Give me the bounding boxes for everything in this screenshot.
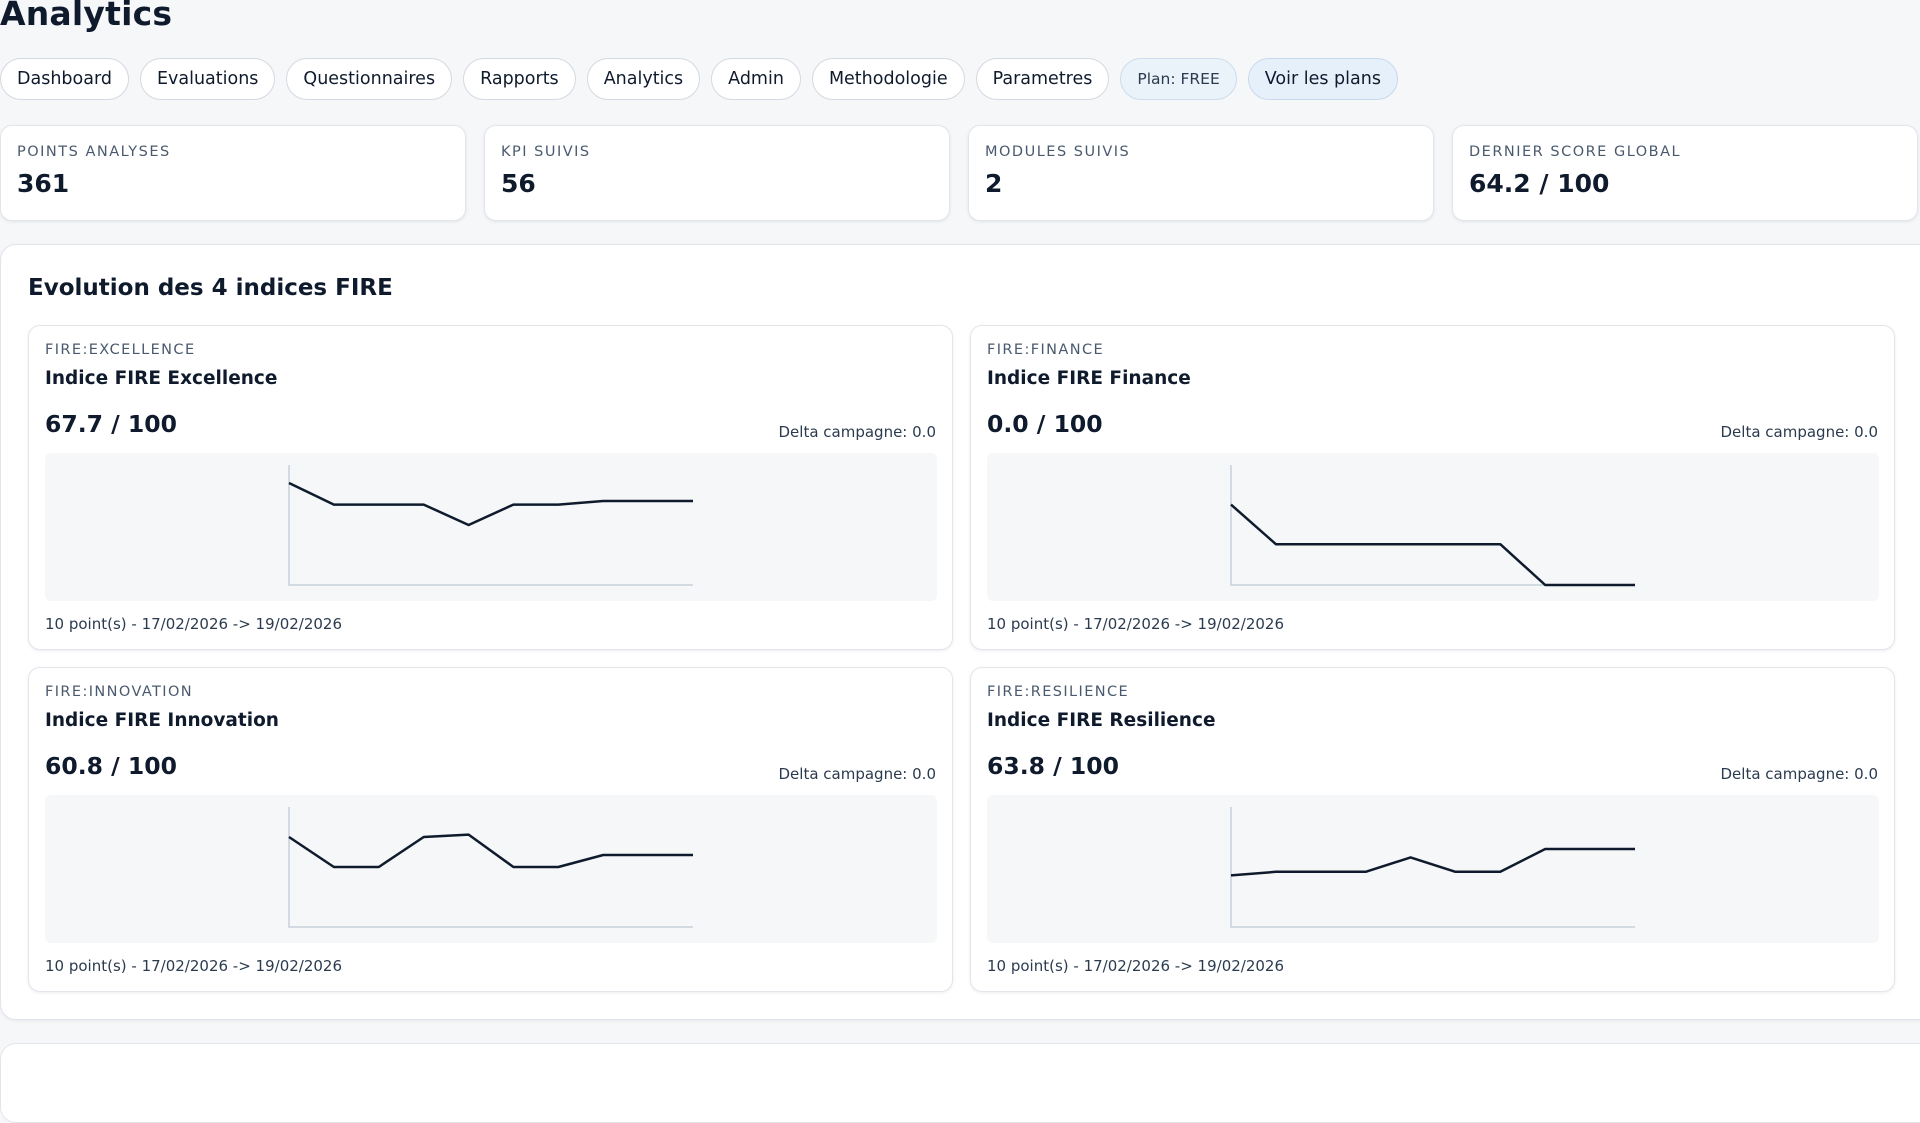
index-delta: Delta campagne: 0.0	[1721, 765, 1879, 783]
nav-evaluations[interactable]: Evaluations	[140, 58, 275, 100]
chart-background	[45, 795, 937, 943]
index-delta: Delta campagne: 0.0	[779, 423, 937, 441]
stat-card: KPI SUIVIS 56	[484, 125, 950, 221]
stat-value: 2	[985, 169, 1417, 198]
view-plans-button[interactable]: Voir les plans	[1248, 58, 1398, 100]
line-chart-innovation	[45, 795, 937, 943]
line-chart-resilience	[987, 795, 1879, 943]
stat-card: DERNIER SCORE GLOBAL 64.2 / 100	[1452, 125, 1918, 221]
nav-parametres[interactable]: Parametres	[976, 58, 1110, 100]
stat-label: DERNIER SCORE GLOBAL	[1469, 144, 1901, 160]
chart-background	[987, 453, 1879, 601]
indices-panel: Evolution des 4 indices FIRE FIRE:EXCELL…	[0, 244, 1920, 1020]
index-code: FIRE:INNOVATION	[45, 684, 193, 700]
index-code: FIRE:EXCELLENCE	[45, 342, 196, 358]
index-name: Indice FIRE Resilience	[987, 710, 1216, 731]
index-score: 0.0 / 100	[987, 410, 1103, 438]
index-meta: 10 point(s) - 17/02/2026 -> 19/02/2026	[45, 615, 342, 633]
index-card-excellence: FIRE:EXCELLENCE Indice FIRE Excellence 6…	[28, 325, 953, 650]
stat-card: POINTS ANALYSES 361	[0, 125, 466, 221]
index-score: 60.8 / 100	[45, 752, 177, 780]
index-score: 63.8 / 100	[987, 752, 1119, 780]
index-card-innovation: FIRE:INNOVATION Indice FIRE Innovation 6…	[28, 667, 953, 992]
index-name: Indice FIRE Finance	[987, 368, 1191, 389]
nav-methodologie[interactable]: Methodologie	[812, 58, 965, 100]
indices-grid: FIRE:EXCELLENCE Indice FIRE Excellence 6…	[28, 325, 1895, 992]
index-name: Indice FIRE Innovation	[45, 710, 279, 731]
nav-questionnaires[interactable]: Questionnaires	[286, 58, 452, 100]
chart-background	[45, 453, 937, 601]
index-card-finance: FIRE:FINANCE Indice FIRE Finance 0.0 / 1…	[970, 325, 1895, 650]
nav-rapports[interactable]: Rapports	[463, 58, 576, 100]
index-card-resilience: FIRE:RESILIENCE Indice FIRE Resilience 6…	[970, 667, 1895, 992]
nav-analytics[interactable]: Analytics	[587, 58, 700, 100]
index-code: FIRE:RESILIENCE	[987, 684, 1129, 700]
line-chart-excellence	[45, 453, 937, 601]
index-name: Indice FIRE Excellence	[45, 368, 277, 389]
stat-value: 361	[17, 169, 449, 198]
stat-value: 64.2 / 100	[1469, 169, 1901, 198]
chart-background	[987, 795, 1879, 943]
panel-title: Evolution des 4 indices FIRE	[28, 275, 393, 301]
plan-badge: Plan: FREE	[1120, 58, 1236, 100]
index-meta: 10 point(s) - 17/02/2026 -> 19/02/2026	[45, 957, 342, 975]
stat-label: KPI SUIVIS	[501, 144, 933, 160]
stats-row: POINTS ANALYSES 361 KPI SUIVIS 56 MODULE…	[0, 125, 1920, 221]
nav-admin[interactable]: Admin	[711, 58, 801, 100]
main-nav: Dashboard Evaluations Questionnaires Rap…	[0, 58, 1398, 100]
stat-label: POINTS ANALYSES	[17, 144, 449, 160]
index-meta: 10 point(s) - 17/02/2026 -> 19/02/2026	[987, 957, 1284, 975]
index-score: 67.7 / 100	[45, 410, 177, 438]
line-chart-finance	[987, 453, 1879, 601]
index-delta: Delta campagne: 0.0	[779, 765, 937, 783]
stat-card: MODULES SUIVIS 2	[968, 125, 1434, 221]
index-meta: 10 point(s) - 17/02/2026 -> 19/02/2026	[987, 615, 1284, 633]
index-delta: Delta campagne: 0.0	[1721, 423, 1879, 441]
nav-dashboard[interactable]: Dashboard	[0, 58, 129, 100]
stat-value: 56	[501, 169, 933, 198]
index-code: FIRE:FINANCE	[987, 342, 1104, 358]
next-panel	[0, 1043, 1920, 1123]
page-title: Analytics	[0, 0, 172, 33]
stat-label: MODULES SUIVIS	[985, 144, 1417, 160]
